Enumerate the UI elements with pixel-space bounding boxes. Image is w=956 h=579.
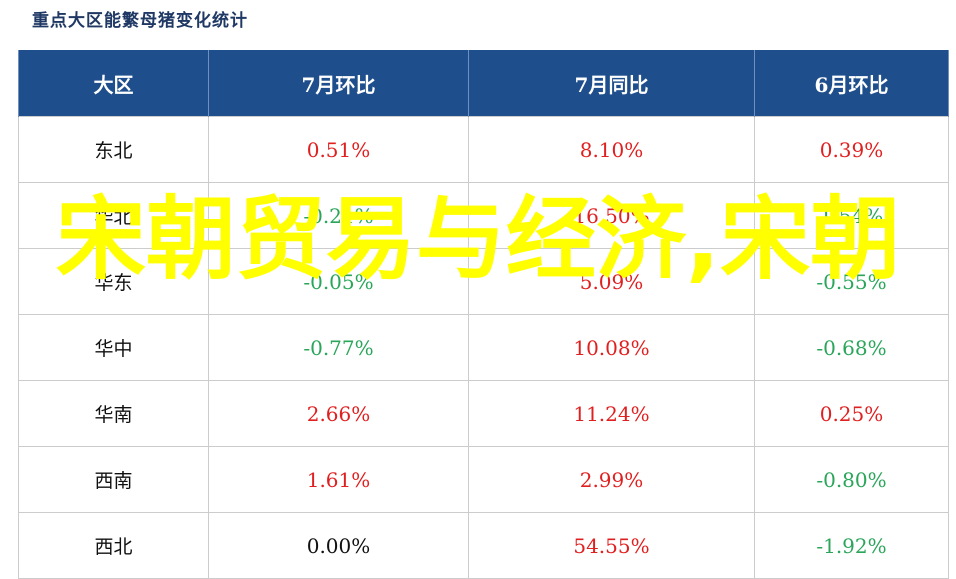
region-cell: 西北 bbox=[18, 512, 209, 579]
yoy-jul-cell: 16.50% bbox=[468, 182, 755, 249]
mom-jun-cell: -0.80% bbox=[754, 446, 949, 513]
yoy-jul-cell: 8.10% bbox=[468, 116, 755, 183]
yoy-jul-cell: 54.55% bbox=[468, 512, 755, 579]
mom-jun-cell: -0.55% bbox=[754, 248, 949, 315]
table-row: 华中 -0.77% 10.08% -0.68% bbox=[18, 314, 949, 381]
region-cell: 华中 bbox=[18, 314, 209, 381]
table-row: 东北 0.51% 8.10% 0.39% bbox=[18, 116, 949, 183]
yoy-jul-cell: 11.24% bbox=[468, 380, 755, 447]
page-title: 重点大区能繁母猪变化统计 bbox=[32, 11, 248, 31]
column-header-yoy-jul: 7月同比 bbox=[468, 50, 755, 117]
mom-jul-cell: 2.66% bbox=[208, 380, 469, 447]
mom-jun-cell: -0.68% bbox=[754, 314, 949, 381]
region-cell: 华北 bbox=[18, 182, 209, 249]
table-row: 华南 2.66% 11.24% 0.25% bbox=[18, 380, 949, 447]
region-cell: 西南 bbox=[18, 446, 209, 513]
mom-jun-cell: -1.92% bbox=[754, 512, 949, 579]
yoy-jul-cell: 5.09% bbox=[468, 248, 755, 315]
yoy-jul-cell: 10.08% bbox=[468, 314, 755, 381]
data-table: 大区 7月环比 7月同比 6月环比 东北 0.51% 8.10% 0.39% 华北 -0.… bbox=[18, 50, 949, 579]
yoy-jul-cell: 2.99% bbox=[468, 446, 755, 513]
mom-jun-cell: 0.39% bbox=[754, 116, 949, 183]
mom-jul-cell: -0.21% bbox=[208, 182, 469, 249]
column-header-region: 大区 bbox=[18, 50, 209, 117]
mom-jun-cell: 0.25% bbox=[754, 380, 949, 447]
region-cell: 华南 bbox=[18, 380, 209, 447]
mom-jul-cell: 1.61% bbox=[208, 446, 469, 513]
table-row: 华东 -0.05% 5.09% -0.55% bbox=[18, 248, 949, 315]
table-row: 西北 0.00% 54.55% -1.92% bbox=[18, 512, 949, 579]
mom-jul-cell: 0.51% bbox=[208, 116, 469, 183]
column-header-mom-jul: 7月环比 bbox=[208, 50, 469, 117]
mom-jul-cell: -0.05% bbox=[208, 248, 469, 315]
mom-jul-cell: -0.77% bbox=[208, 314, 469, 381]
column-header-mom-jun: 6月环比 bbox=[754, 50, 949, 117]
mom-jul-cell: 0.00% bbox=[208, 512, 469, 579]
table-row: 西南 1.61% 2.99% -0.80% bbox=[18, 446, 949, 513]
table-header-row: 大区 7月环比 7月同比 6月环比 bbox=[18, 50, 949, 117]
table-row: 华北 -0.21% 16.50% 1.54% bbox=[18, 182, 949, 249]
mom-jun-cell: 1.54% bbox=[754, 182, 949, 249]
region-cell: 东北 bbox=[18, 116, 209, 183]
region-cell: 华东 bbox=[18, 248, 209, 315]
